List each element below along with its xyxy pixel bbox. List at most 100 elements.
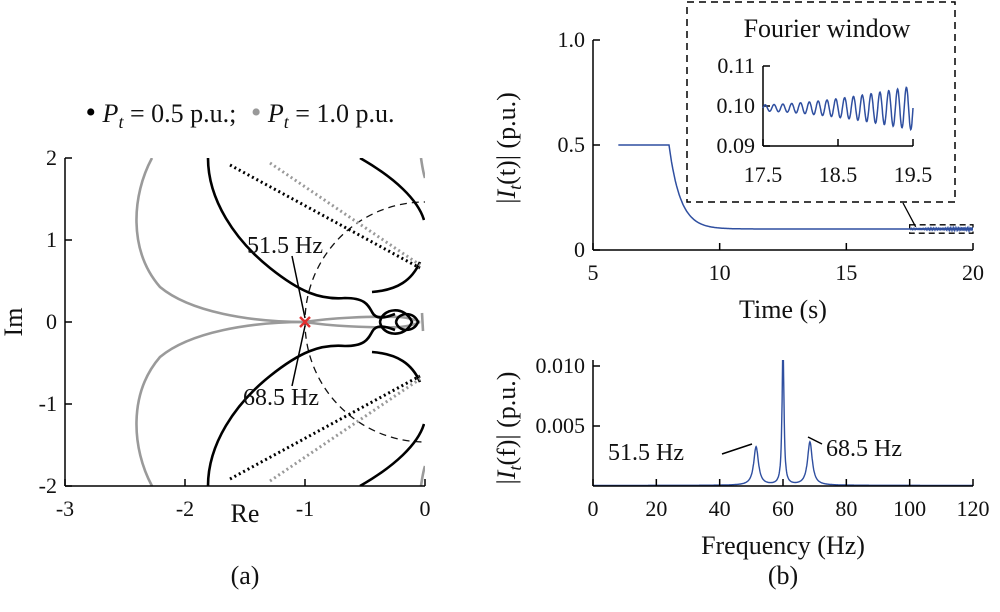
caption-a: (a) [231,561,260,590]
x-tick-label: 17.5 [744,162,783,187]
x-tick-label: 0 [420,496,431,521]
y-tick-label: -2 [39,473,57,498]
x-tick-label: 15 [835,260,857,285]
plot-area-a [135,158,425,486]
time-trace-oscillation [909,225,973,233]
legend-label-1-rest: = 0.5 p.u. [123,99,229,128]
gray-inner-lower [304,320,421,329]
annotation-line-51-5-b [721,443,753,455]
legend-label-1-sub: t [118,112,124,132]
panel-b-top: Fourier window 17.5 18.5 19.50.090.100.11 … [492,1,985,324]
black-loop-2 [394,312,420,332]
legend-label-2-sub: t [284,112,290,132]
annotation-68-5-hz: 68.5 Hz [243,385,319,411]
gray-edge-bottom [419,465,425,486]
ticks-b-bottom: 0 20 40 60 80 100 120 0.005 0.010 [536,353,990,521]
ray-gray-lower [269,377,421,483]
black-right-upper [371,261,422,294]
zoom-box [909,224,974,234]
x-axis-label-frequency: Frequency (Hz) [701,531,865,560]
x-tick-label: -1 [296,496,314,521]
legend-label-2-sym: P [267,99,284,128]
x-tick-label: -2 [176,496,194,521]
ray-black-lower [229,374,421,481]
zoom-leader [902,202,917,228]
x-tick-label: 60 [772,496,794,521]
legend-marker-2: • [251,96,262,129]
dotted-rays [229,161,421,483]
legend-label-1-sym: P [102,99,119,128]
legend-a: • Pt = 0.5 p.u.; • Pt = 1.0 p.u. [86,96,395,132]
y-label-freq-sub: t [505,465,525,471]
panel-b-bottom: 51.5 Hz 68.5 Hz 0 20 40 60 80 100 120 0.005 0.01… [492,353,990,590]
y-tick-label: 1 [46,227,57,252]
x-tick-label: -3 [56,496,74,521]
x-tick-label: 20 [962,260,984,285]
y-label-time-before: | [492,199,521,204]
x-tick-label: 10 [709,260,731,285]
black-outer-lower [206,325,396,486]
y-axis-label-frequency: |It(f)| (p.u.) [492,372,525,485]
inset-title: Fourier window [744,14,911,43]
annotation-51-5-hz-b: 51.5 Hz [608,440,684,466]
y-axis-label-a: Im [0,308,28,337]
x-tick-label: 40 [709,496,731,521]
series-pt-0-5 [206,158,425,486]
x-axis-label-a: Re [231,499,260,528]
caption-b: (b) [768,561,798,590]
x-axis-label-time: Time (s) [739,295,827,324]
x-tick-label: 0 [588,496,599,521]
annotation-line-51-5 [291,255,306,319]
y-tick-label: 0 [46,309,57,334]
gray-edge-mid [420,312,425,332]
y-tick-label: 0.5 [558,132,586,157]
ray-black-upper [229,163,421,270]
gray-outer-lower [135,320,306,486]
y-tick-label: -1 [39,391,57,416]
black-right-lower [371,350,422,383]
gray-outer-upper [135,158,306,324]
x-tick-label: 120 [957,496,990,521]
y-axis-label-time: |It(t)| (p.u.) [492,92,525,203]
y-tick-label: 0.10 [717,93,756,118]
y-label-time-sub: t [505,184,525,190]
black-outer-upper [206,158,396,319]
ticks-b-top: 5 10 15 20 0 0.5 1.0 [558,27,985,285]
y-tick-label: 0.09 [717,133,756,158]
y-tick-label: 0 [574,237,585,262]
x-tick-label: 18.5 [819,162,858,187]
y-label-time-sym: I [492,189,521,200]
y-tick-label: 0.010 [536,353,586,378]
annotation-51-5-hz: 51.5 Hz [247,233,323,259]
y-label-freq-sym: I [492,469,521,480]
inset-trace [762,86,914,132]
black-arc-top [359,158,425,221]
legend-marker-1: • [86,96,97,129]
gray-inner-upper [304,315,421,324]
y-tick-label: 0.005 [536,413,586,438]
annotation-line-68-5 [291,325,306,387]
y-label-freq-after: (f)| (p.u.) [492,372,521,466]
y-tick-label: 1.0 [558,27,586,52]
inset-frame [686,1,956,203]
inset-ticks: 17.5 18.5 19.5 0.09 0.10 0.11 [717,53,933,187]
x-tick-label: 19.5 [894,162,933,187]
y-tick-label: 0.11 [717,53,755,78]
y-tick-label: 2 [46,145,57,170]
x-tick-label: 80 [835,496,857,521]
critical-point-marker [299,316,311,328]
legend-separator: ; [229,99,236,128]
black-arc-bottom [359,423,425,486]
axes-a [64,158,425,487]
legend-label-2-rest: = 1.0 p.u. [289,99,395,128]
series-pt-1-0 [135,158,425,486]
annotation-line-68-5-b [807,436,823,445]
x-tick-label: 100 [893,496,926,521]
gray-edge-top [419,158,425,179]
panel-a: • Pt = 0.5 p.u.; • Pt = 1.0 p.u. [0,96,431,590]
black-loop-1 [378,309,414,335]
ray-gray-upper [269,161,421,267]
annotation-68-5-hz-b: 68.5 Hz [826,436,902,462]
